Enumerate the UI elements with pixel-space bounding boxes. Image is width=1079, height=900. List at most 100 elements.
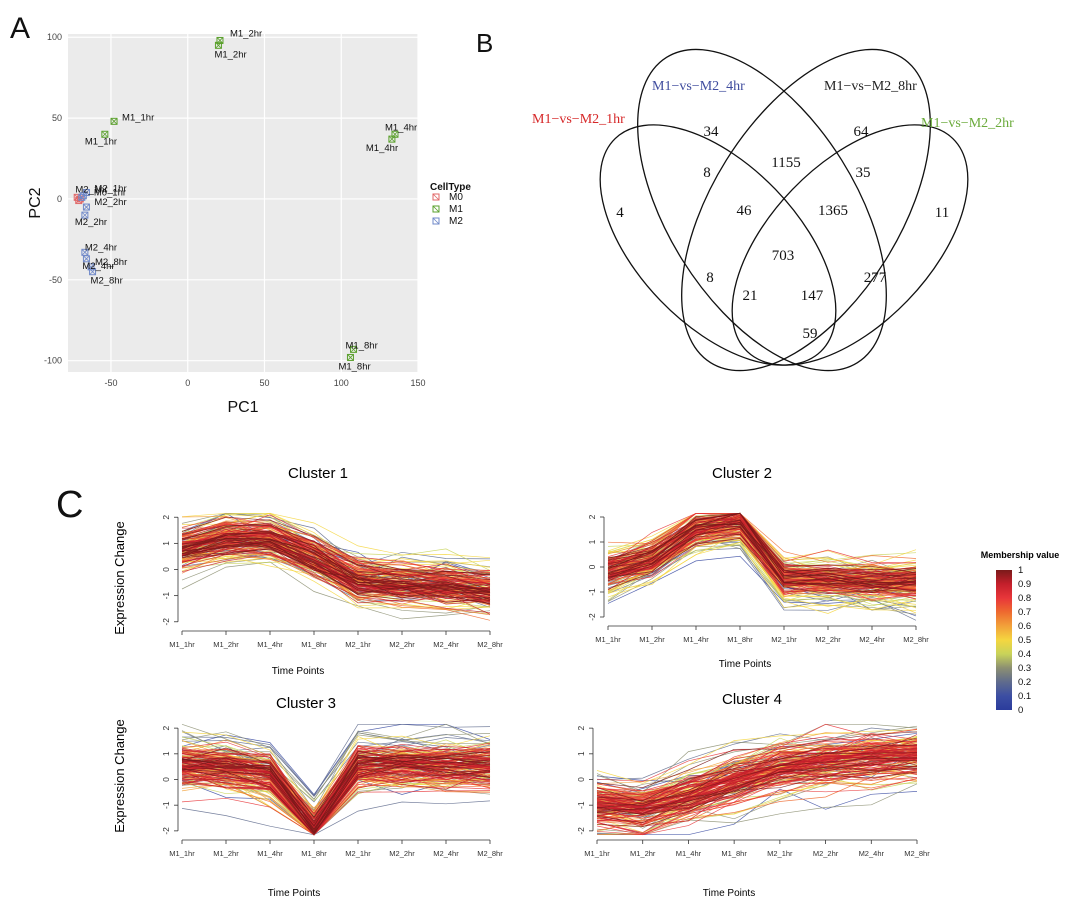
pca-legend-label: M2 [449, 216, 463, 227]
pca-x-tick-label: -50 [104, 378, 117, 388]
cluster-x-tick-label: M1_1hr [169, 640, 195, 649]
cluster-profile-line [181, 751, 491, 827]
cluster-y-tick-label: -1 [161, 592, 171, 600]
cluster-profile-line [607, 519, 917, 588]
venn-count-1hr-4hr-8hr: 46 [737, 203, 753, 219]
cluster-profile-line [596, 757, 918, 806]
cluster-x-tick-label: M1_8hr [301, 849, 327, 858]
cluster-profile-line [596, 725, 918, 794]
venn-ellipse-8hr [681, 48, 931, 372]
cluster-y-tick-label: -2 [161, 827, 171, 835]
cluster-y-tick-label: 2 [161, 515, 171, 520]
cluster-x-tick-label: M2_4hr [859, 635, 885, 644]
pca-point-label: M0_1hr [94, 187, 126, 198]
colorbar-tick-label: 0.2 [1018, 677, 1031, 688]
cluster-panels: C Cluster 1 Expression Change Time Point… [56, 465, 1060, 899]
pca-point-mark [350, 346, 357, 353]
cluster-profile-line [181, 790, 491, 836]
pca-point-mark [347, 354, 354, 361]
venn-label-1hr: M1−vs−M2_1hr [532, 112, 625, 127]
pca-y-tick-label: -50 [49, 275, 62, 285]
cluster-profile-line [181, 723, 491, 811]
pca-point-label: M2_8hr [91, 276, 123, 287]
cluster-profile-line [181, 540, 491, 602]
cluster-x-tick-label: M2_8hr [904, 849, 930, 858]
cluster-profile-line [607, 512, 917, 574]
pca-point-label: M2_4hr [82, 261, 114, 272]
cluster-profile-line [181, 548, 491, 605]
pca-point-mark [89, 268, 96, 275]
pca-point-m1 [101, 130, 109, 138]
pca-plot-area [68, 34, 418, 372]
cluster-x-tick-label: M2_4hr [433, 640, 459, 649]
cluster-profile-line [596, 760, 918, 824]
cluster-x-tick-label: M2_1hr [771, 635, 797, 644]
cluster-profile-line [607, 512, 917, 573]
cluster-profile-line [181, 723, 491, 796]
pca-point-mark [79, 194, 85, 201]
cluster-y-tick-label: 0 [587, 564, 597, 569]
venn-count-1hr-only: 4 [616, 205, 624, 221]
pca-point-m2 [78, 193, 86, 201]
pca-point-mark [389, 136, 395, 142]
venn-diagram: B M1−vs−M2_1hr M1−vs−M2_4hr M1−vs−M2_8hr… [476, 28, 1014, 372]
cluster-x-tick-label: M1_1hr [584, 849, 610, 858]
cluster-y-tick-label: -1 [161, 801, 171, 809]
venn-count-277: 277 [864, 270, 887, 286]
cluster-y-tick-label: -2 [576, 827, 586, 835]
pca-point-label: M1_8hr [338, 361, 370, 372]
pca-point-label: M1_8hr [346, 340, 378, 351]
cluster-profile-line [607, 542, 917, 611]
venn-count-21: 21 [743, 288, 758, 304]
panel-label-a: A [10, 12, 30, 45]
cluster-profile-line [596, 731, 918, 788]
cluster-y-tick-label: 0 [161, 567, 171, 572]
pca-point-m2 [82, 203, 90, 211]
cluster-profile-line [596, 740, 918, 799]
cluster-1-title: Cluster 1 [288, 465, 348, 482]
cluster-4-x-label: Time Points [703, 888, 755, 899]
venn-count-59: 59 [803, 326, 818, 342]
pca-x-tick-label: 100 [334, 378, 349, 388]
venn-count-2hr-only: 11 [935, 205, 949, 221]
panel-label-b: B [476, 28, 493, 58]
cluster-x-tick-label: M1_8hr [301, 640, 327, 649]
cluster-x-tick-label: M1_2hr [639, 635, 665, 644]
cluster-profile-line [607, 527, 917, 586]
pca-point-label: M1_1hr [122, 112, 154, 123]
cluster-x-tick-label: M2_8hr [477, 849, 503, 858]
cluster-profile-line [181, 800, 491, 836]
cluster-profile-line [596, 727, 918, 781]
cluster-profile-line [181, 521, 491, 581]
venn-count-1hr-4hr: 8 [703, 165, 711, 181]
cluster-y-tick-label: -1 [587, 588, 597, 596]
pca-point-label: M2_1hr [94, 183, 126, 194]
cluster-x-tick-label: M1_1hr [595, 635, 621, 644]
cluster-profile-line [181, 547, 491, 605]
pca-point-m1 [350, 345, 358, 353]
pca-ticks: -50 0 50 100 150 -100 -50 0 50 100 [44, 32, 426, 388]
pca-y-tick-label: 50 [52, 113, 62, 123]
venn-set-labels: M1−vs−M2_1hr M1−vs−M2_4hr M1−vs−M2_8hr M… [532, 79, 1014, 131]
cluster-profile-line [596, 752, 918, 809]
cluster-profile-line [181, 766, 491, 831]
colorbar-title: Membership value [981, 550, 1060, 560]
membership-colorbar: Membership value 1 0.9 0.8 0.7 0.6 0.5 0.4 0.3 0… [981, 550, 1060, 716]
pca-point-mark [82, 212, 88, 218]
cluster-profile-line [596, 751, 918, 814]
colorbar-tick-label: 0.8 [1018, 593, 1031, 604]
venn-ellipse-2hr [731, 124, 969, 366]
pca-y-tick-label: 100 [47, 32, 62, 42]
venn-region-counts: 4 34 64 11 8 1155 35 46 1365 703 8 277 2… [616, 124, 949, 342]
cluster-x-tick-label: M1_2hr [213, 849, 239, 858]
cluster-profile-line [607, 534, 917, 593]
venn-ellipses [599, 48, 969, 372]
cluster-profile-line [596, 767, 918, 817]
cluster-4-plot: Cluster 4 Time Points -2 -1 0 1 2 M1_1hr M1_2h… [576, 691, 930, 899]
cluster-profile-line [181, 512, 491, 559]
cluster-profile-line [181, 546, 491, 603]
cluster-profile-line [597, 776, 918, 836]
cluster-x-tick-label: M1_4hr [257, 849, 283, 858]
